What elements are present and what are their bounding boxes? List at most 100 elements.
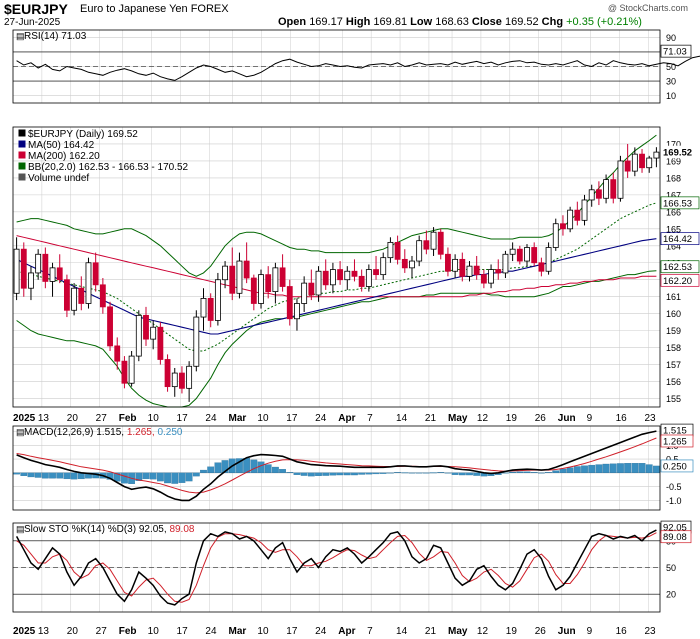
macd-histogram-bar [530, 472, 538, 473]
candle-body [495, 269, 502, 274]
candle-body [401, 258, 408, 269]
price-right-label: 166.53 [663, 198, 692, 209]
price-x-label: 19 [506, 413, 518, 424]
sto-x-label: 2025 [13, 626, 36, 637]
sto-x-label: Jun [558, 626, 576, 637]
macd-histogram-bar [602, 463, 610, 473]
macd-histogram-bar [192, 472, 200, 477]
price-tick-label: 158 [666, 343, 681, 353]
chg-label: Chg [541, 16, 564, 28]
macd-histogram-bar [207, 466, 215, 473]
price-x-label: 10 [257, 413, 269, 424]
rsi-tick-label: 90 [666, 33, 676, 43]
price-x-label: 9 [587, 413, 593, 424]
macd-histogram-bar [609, 463, 617, 473]
macd-histogram-bar [624, 463, 632, 473]
chart-date: 27-Jun-2025 [4, 17, 61, 28]
sto-x-label: May [448, 626, 468, 637]
macd-histogram-bar [286, 472, 294, 473]
macd-histogram-bar [466, 472, 473, 476]
price-frame [12, 126, 661, 408]
macd-histogram-bar [41, 472, 49, 479]
sto-x-label: 14 [396, 626, 408, 637]
sto-tick-label: 20 [666, 590, 676, 600]
rsi-frame [12, 29, 661, 104]
candle-body [128, 355, 135, 384]
macd-histogram-bar [422, 472, 430, 474]
macd-histogram-bar [63, 472, 71, 480]
macd-histogram-bar [379, 472, 387, 474]
price-legend-item: MA(200) 162.20 [28, 151, 100, 162]
macd-histogram-bar [156, 472, 164, 482]
candle-body [488, 269, 494, 284]
sto-x-label: 10 [257, 626, 269, 637]
price-x-label: 21 [425, 413, 437, 424]
sto-legend: Slow STO %K(14) %D(3) 92.05, 89.08 [24, 524, 195, 535]
price-tick-label: 166 [666, 207, 681, 217]
sto-legend-prefix: Slow STO %K(14) %D(3) [24, 524, 139, 535]
macd-histogram-bar [200, 469, 207, 473]
macd-histogram-bar [185, 472, 193, 482]
macd-signal-line [16, 437, 657, 494]
chart-symbol: $EURJPY [4, 1, 68, 17]
macd-histogram-bar [537, 472, 545, 474]
candle-body [214, 279, 221, 321]
candle-body [164, 359, 171, 388]
candle-body [322, 270, 329, 286]
price-right-label-box [660, 145, 700, 159]
price-x-label: Mar [229, 413, 247, 424]
price-tick-label: 165 [666, 224, 681, 234]
sto-x-label: 7 [367, 626, 373, 637]
sto-k-line [15, 529, 657, 606]
rsi-tick-label: 10 [666, 91, 676, 101]
sto-x-label: Feb [119, 626, 137, 637]
candle-body [78, 287, 85, 304]
candle-body [64, 279, 70, 311]
macd-histogram-bar [113, 472, 121, 482]
macd-histogram-bar [552, 470, 560, 473]
candle-body [624, 160, 631, 172]
price-x-label: 12 [477, 413, 489, 424]
candle-body [35, 253, 42, 274]
sto-right-label: 92.05 [663, 523, 687, 534]
macd-frame [12, 425, 661, 511]
sto-legend-value: 92.05, [139, 524, 170, 535]
macd-histogram-bar [444, 472, 452, 474]
price-tick-label: 170 [666, 139, 681, 149]
price-right-label: 162.53 [663, 262, 692, 273]
price-tick-label: 157 [666, 360, 681, 370]
macd-histogram-bar [387, 472, 394, 474]
macd-histogram-bar [523, 471, 531, 473]
sto-x-label: 12 [477, 626, 489, 637]
sto-d-line [16, 532, 657, 603]
stockcharts-watermark: @ StockCharts.com [607, 3, 688, 13]
macd-histogram-bar [49, 472, 56, 479]
macd-histogram-bar [34, 472, 42, 478]
candle-body [28, 272, 34, 289]
sto-x-label: 23 [644, 626, 656, 637]
candle-body [265, 274, 272, 293]
macd-right-label-box [660, 434, 694, 448]
candle-body [473, 265, 480, 276]
candle-body [567, 209, 574, 230]
candle-body [344, 270, 351, 281]
rsi-legend: RSI(14) 71.03 [24, 31, 87, 42]
candle-body [179, 372, 185, 389]
candle-body [581, 199, 588, 221]
macd-histogram-bar [516, 471, 524, 473]
price-right-label: 169.52 [663, 148, 692, 159]
macd-histogram-bar [509, 471, 517, 473]
candle-body [509, 248, 516, 255]
price-x-label: 27 [96, 413, 108, 424]
sto-x-label: 21 [425, 626, 437, 637]
price-tick-label: 168 [666, 173, 681, 183]
ma200-line [16, 235, 657, 298]
macd-histogram-bar [394, 472, 401, 473]
open-value: 169.17 [309, 16, 343, 28]
candle-body [409, 260, 415, 269]
macd-histogram-bar [178, 472, 186, 483]
candle-body [294, 303, 300, 320]
price-x-label: 24 [205, 413, 217, 424]
sto-x-label: 24 [205, 626, 217, 637]
sto-tick-label: 50 [666, 563, 676, 573]
